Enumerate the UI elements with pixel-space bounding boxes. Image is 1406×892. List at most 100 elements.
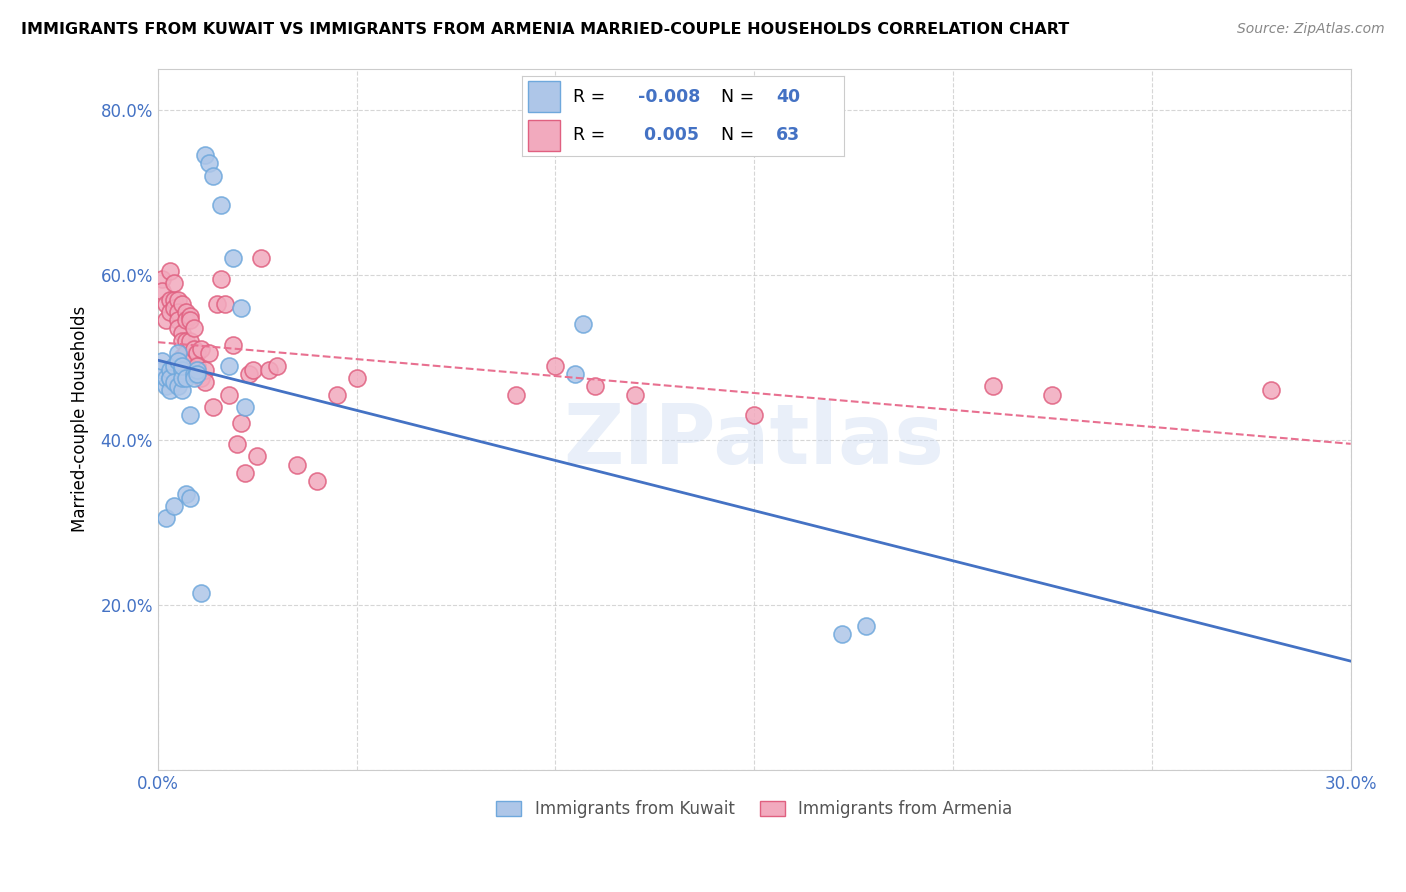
Point (231, 301, 253, 315)
Point (218, 359, 240, 373)
Point (150, 272, 173, 286)
Point (170, 384, 193, 398)
Point (233, 466, 256, 480)
Point (162, 499, 184, 513)
Point (190, 342, 212, 356)
Point (150, 285, 173, 299)
Point (305, 474, 328, 488)
Point (202, 169, 225, 183)
Point (1260, 384, 1282, 398)
Point (238, 367, 260, 381)
Point (155, 511, 177, 525)
Point (166, 293, 188, 307)
Point (198, 156, 221, 170)
Point (222, 252, 245, 266)
Point (159, 293, 181, 307)
Point (166, 379, 188, 393)
Point (346, 371, 368, 385)
Point (170, 334, 193, 348)
Point (207, 296, 229, 310)
Point (170, 363, 193, 377)
Point (194, 363, 217, 377)
Point (242, 363, 264, 377)
Point (174, 313, 197, 327)
Point (162, 293, 184, 307)
Point (179, 334, 201, 348)
Point (564, 367, 586, 381)
Text: Source: ZipAtlas.com: Source: ZipAtlas.com (1237, 22, 1385, 37)
Point (190, 585, 212, 599)
Point (194, 148, 217, 162)
Text: IMMIGRANTS FROM KUWAIT VS IMMIGRANTS FROM ARMENIA MARRIED-COUPLE HOUSEHOLDS CORR: IMMIGRANTS FROM KUWAIT VS IMMIGRANTS FRO… (21, 22, 1070, 37)
Point (250, 252, 273, 266)
Point (174, 371, 197, 385)
Point (170, 326, 193, 340)
Point (150, 354, 173, 368)
Text: ZIPatlas: ZIPatlas (564, 400, 945, 481)
Point (155, 313, 177, 327)
Point (231, 417, 253, 431)
Point (159, 371, 181, 385)
Point (190, 371, 212, 385)
Point (179, 408, 201, 422)
Point (186, 346, 208, 360)
Point (166, 305, 188, 319)
Point (166, 346, 188, 360)
Point (186, 363, 208, 377)
Point (159, 371, 181, 385)
Point (266, 359, 288, 373)
Point (209, 272, 232, 286)
Point (170, 359, 193, 373)
Y-axis label: Married-couple Households: Married-couple Households (72, 306, 89, 533)
Point (183, 321, 205, 335)
Point (218, 387, 240, 401)
Point (179, 309, 201, 323)
Point (166, 313, 188, 327)
Point (544, 359, 567, 373)
Point (831, 627, 853, 641)
Point (183, 367, 205, 381)
Point (179, 491, 201, 505)
Point (222, 338, 245, 352)
Point (505, 387, 527, 401)
Point (981, 379, 1004, 393)
Point (742, 408, 765, 422)
Point (194, 375, 217, 389)
Point (155, 296, 177, 310)
Point (233, 400, 256, 414)
Point (159, 305, 181, 319)
Point (186, 367, 208, 381)
Point (170, 351, 193, 365)
Point (226, 437, 249, 451)
Point (202, 400, 225, 414)
Point (257, 363, 280, 377)
Point (1042, 387, 1064, 401)
Point (159, 384, 181, 398)
Point (162, 359, 184, 373)
Point (155, 379, 177, 393)
Point (179, 354, 201, 368)
Point (183, 342, 205, 356)
Point (186, 359, 208, 373)
Point (246, 450, 269, 464)
Point (325, 387, 347, 401)
Point (855, 618, 877, 632)
Point (174, 305, 197, 319)
Point (183, 363, 205, 377)
Point (155, 371, 177, 385)
Point (179, 313, 201, 327)
Point (166, 354, 188, 368)
Point (209, 197, 232, 211)
Point (159, 363, 181, 377)
Point (174, 334, 197, 348)
Legend: Immigrants from Kuwait, Immigrants from Armenia: Immigrants from Kuwait, Immigrants from … (489, 794, 1019, 825)
Point (166, 321, 188, 335)
Point (174, 486, 197, 500)
Point (150, 363, 173, 377)
Point (162, 375, 184, 389)
Point (572, 318, 595, 332)
Point (159, 263, 181, 277)
Point (624, 387, 647, 401)
Point (170, 371, 193, 385)
Point (285, 458, 308, 472)
